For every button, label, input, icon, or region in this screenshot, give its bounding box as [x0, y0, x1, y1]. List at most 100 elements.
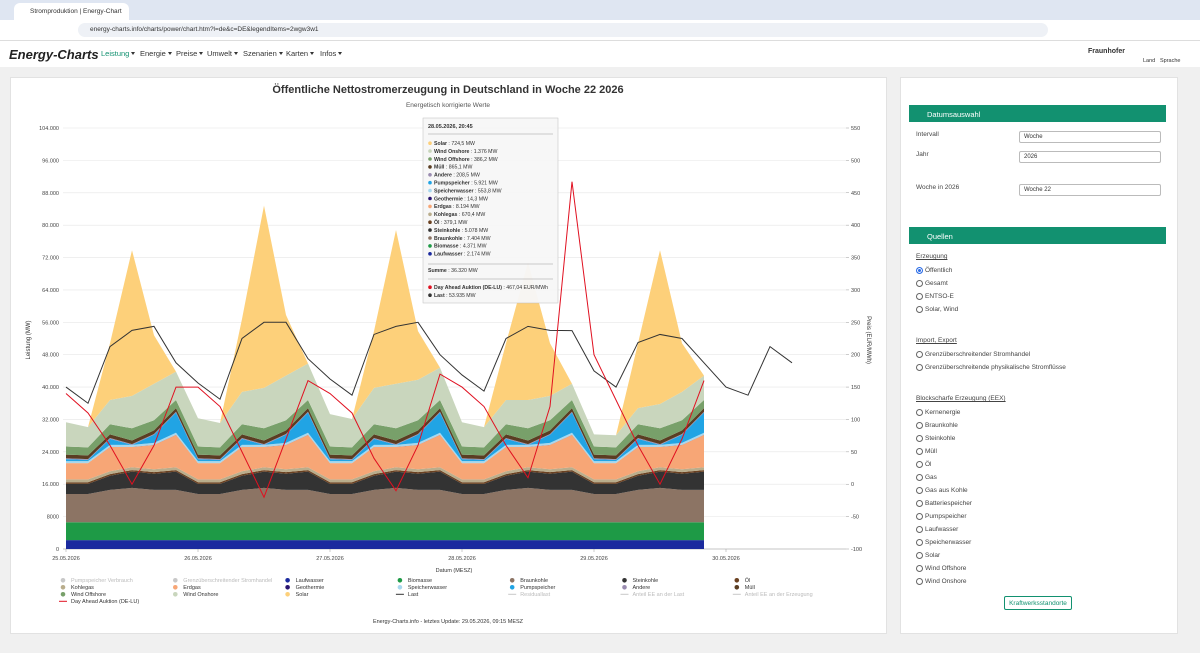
y-tick-label: 88.000 — [42, 191, 59, 197]
land[interactable]: Land — [1143, 58, 1156, 64]
legend-label[interactable]: Last — [408, 592, 419, 598]
tooltip-label: Laufwasser — [434, 252, 463, 258]
tooltip-label: Andere — [434, 173, 452, 179]
sidebar — [900, 77, 1178, 634]
legend-label[interactable]: Wind Offshore — [71, 592, 106, 598]
legend-label[interactable]: Anteil EE an der Erzeugung — [745, 592, 813, 598]
menu-item[interactable]: Karten — [286, 49, 314, 58]
radio-option[interactable]: Batteriespeicher — [916, 500, 972, 507]
section-header[interactable]: Datumsauswahl — [909, 105, 1166, 122]
y2-axis-label: Preis (EUR/MWh) — [865, 316, 871, 364]
org-logo[interactable]: Fraunhofer — [1088, 48, 1125, 55]
legend-label[interactable]: Wind Onshore — [183, 592, 218, 598]
tooltip-dot — [428, 244, 432, 248]
radio-option[interactable]: Gas aus Kohle — [916, 487, 968, 494]
legend-marker — [173, 585, 178, 590]
tooltip-box — [422, 117, 559, 304]
tooltip-row: Müll : 865,1 MW — [434, 165, 472, 171]
section-header[interactable]: Quellen — [909, 227, 1166, 244]
select[interactable]: Woche — [1019, 131, 1161, 143]
area — [66, 399, 704, 456]
legend-label[interactable]: Speicherwasser — [408, 585, 447, 591]
radio-option[interactable]: Braunkohle — [916, 422, 958, 429]
menu-item[interactable]: Umwelt — [207, 49, 238, 58]
radio-option[interactable]: Pumpspeicher — [916, 513, 967, 520]
radio-option[interactable]: Gas — [916, 474, 937, 481]
radio-option[interactable]: Öl — [916, 461, 932, 468]
legend-label[interactable]: Anteil EE an der Last — [633, 592, 685, 598]
legend-label[interactable]: Kohlegas — [71, 585, 94, 591]
tooltip-dot — [428, 228, 432, 232]
legend-label[interactable]: Biomasse — [408, 578, 432, 584]
tooltip-row: Last : 53.935 MW — [434, 293, 476, 299]
y2-tick-label: 0 — [851, 482, 854, 488]
legend-label[interactable]: Pumpspeicher Verbrauch — [71, 578, 133, 584]
tooltip-row: Speicherwasser : 553,8 MW — [434, 188, 502, 194]
field-label: Woche in 2026 — [916, 184, 960, 191]
legend-label[interactable]: Residuallast — [520, 592, 550, 598]
legend-label[interactable]: Grenzüberschreitender Stromhandel — [183, 578, 272, 584]
legend-label[interactable]: Pumpspeicher — [520, 585, 555, 591]
radio-option[interactable]: Grenzüberschreitender Stromhandel — [916, 351, 1030, 358]
area — [66, 205, 704, 436]
legend-label[interactable]: Geothermie — [296, 585, 325, 591]
radio-option[interactable]: Grenzüberschreitende physikalische Strom… — [916, 364, 1066, 371]
radio-option[interactable]: Laufwasser — [916, 526, 958, 533]
legend-marker — [173, 578, 178, 583]
legend-label[interactable]: Öl — [745, 577, 751, 584]
tooltip-row: Summe : 36.320 MW — [428, 268, 478, 274]
radio-option[interactable]: Speicherwasser — [916, 539, 971, 546]
legend-marker — [285, 578, 290, 583]
tooltip-row: Andere : 208,5 MW — [434, 173, 480, 179]
y2-tick-label: 500 — [851, 158, 860, 164]
sprache[interactable]: Sprache — [1160, 58, 1181, 64]
tooltip-label: Erdgas — [434, 204, 452, 210]
radio-option[interactable]: Steinkohle — [916, 435, 955, 442]
tooltip-dot — [428, 212, 432, 217]
select[interactable]: Woche 22 — [1019, 184, 1161, 196]
radio-option[interactable]: Solar, Wind — [916, 306, 958, 313]
y2-tick-label: 50 — [851, 450, 857, 456]
legend-label[interactable]: Day Ahead Auktion (DE-LU) — [71, 599, 139, 605]
y-tick-label: 0 — [56, 547, 59, 553]
legend-label[interactable]: Müll — [745, 585, 755, 591]
radio-option[interactable]: ENTSO-E — [916, 293, 954, 300]
menu-item[interactable]: Leistung — [101, 49, 135, 58]
tooltip-value: 379,1 MW — [444, 220, 468, 226]
menu-item[interactable]: Preise — [176, 49, 203, 58]
radio-option[interactable]: Gesamt — [916, 280, 948, 287]
legend-marker — [622, 578, 627, 583]
radio-option[interactable]: Öffentlich — [916, 267, 952, 274]
legend-label[interactable]: Erdgas — [183, 585, 201, 591]
tooltip-value: 865,1 MW — [449, 165, 473, 171]
radio-option[interactable]: Solar — [916, 552, 940, 559]
select[interactable]: 2026 — [1019, 151, 1161, 163]
radio-option[interactable]: Müll — [916, 448, 937, 455]
tooltip-label: Geothermie — [434, 196, 463, 202]
legend-label[interactable]: Steinkohle — [633, 578, 659, 584]
legend-marker — [285, 585, 290, 590]
legend-marker — [622, 585, 627, 590]
menu-item[interactable]: Szenarien — [243, 49, 283, 58]
legend-label[interactable]: Laufwasser — [296, 578, 324, 584]
legend-label[interactable]: Andere — [633, 585, 651, 591]
y-tick-label: 56.000 — [42, 320, 59, 326]
menu-item[interactable]: Energie — [140, 49, 172, 58]
menu-item[interactable]: Infos — [320, 49, 342, 58]
radio-option[interactable]: Kernenergie — [916, 409, 960, 416]
url-field[interactable]: energy-charts.info/charts/power/chart.ht… — [78, 23, 1048, 37]
radio-option[interactable]: Wind Offshore — [916, 565, 966, 572]
tooltip-row: Day Ahead Auktion (DE-LU) : 467,04 EUR/M… — [434, 285, 548, 291]
legend-label[interactable]: Braunkohle — [520, 578, 548, 584]
tooltip-dot — [428, 165, 432, 169]
legend-marker — [509, 585, 515, 590]
radio-option[interactable]: Wind Onshore — [916, 578, 967, 585]
tooltip-value: 1.376 MW — [474, 149, 498, 155]
button[interactable]: Kraftwerksstandorte — [1004, 596, 1072, 610]
tooltip-label: Steinkohle — [434, 228, 460, 234]
field-label: Jahr — [916, 151, 929, 158]
logo[interactable]: Energy-Charts — [9, 47, 99, 62]
browser-tab[interactable]: Stromproduktion | Energy-Chart — [14, 3, 129, 20]
legend-label[interactable]: Solar — [296, 592, 309, 598]
